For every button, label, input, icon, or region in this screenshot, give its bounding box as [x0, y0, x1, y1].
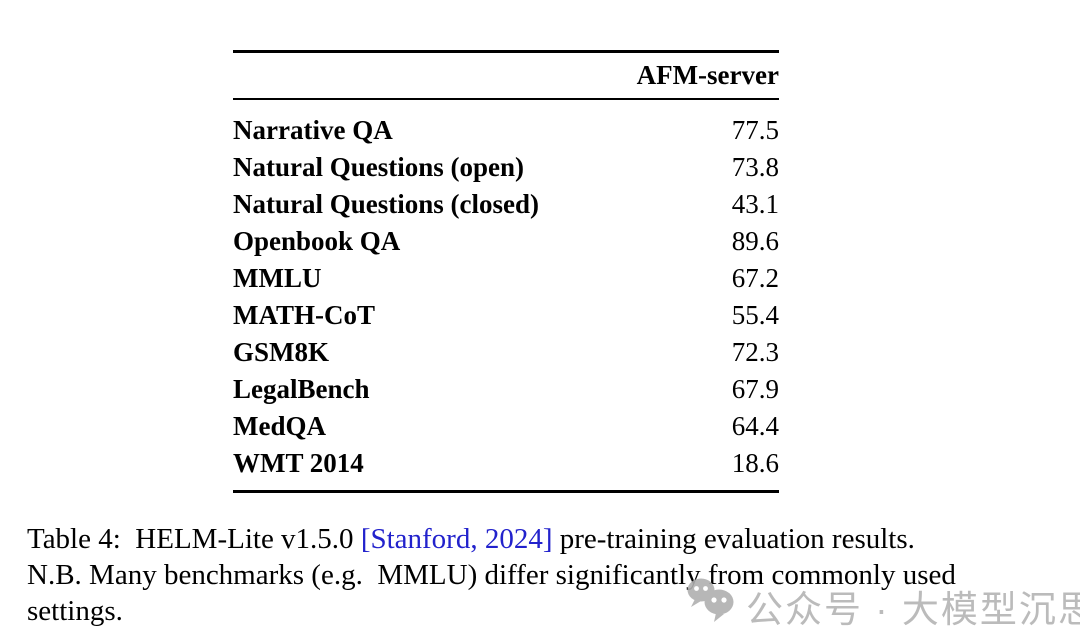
benchmark-name: Narrative QA — [233, 115, 393, 145]
caption-line-3: settings. — [27, 595, 123, 627]
benchmark-score: 43.1 — [731, 189, 779, 219]
benchmark-score: 18.6 — [731, 448, 779, 478]
caption-text-post: pre-training evaluation results. — [552, 523, 915, 555]
benchmark-name: Natural Questions (open) — [233, 152, 525, 182]
table-caption: Table 4: HELM-Lite v1.5.0 [Stanford, 202… — [27, 521, 1037, 629]
benchmark-score: 72.3 — [731, 337, 779, 367]
watermark-text: 公众号 · 大模型沉思录 — [746, 588, 1080, 630]
table-bottom-rule — [233, 490, 779, 493]
table-row: LegalBench 67.9 — [233, 371, 779, 408]
table-row: GSM8K 72.3 — [233, 334, 779, 371]
table-top-rule — [233, 50, 779, 53]
table-row: Natural Questions (closed) 43.1 — [233, 186, 779, 223]
benchmark-score: 77.5 — [731, 115, 779, 145]
wechat-icon — [686, 576, 736, 635]
benchmark-score: 67.9 — [731, 374, 779, 404]
table-mid-rule — [233, 98, 779, 100]
watermark: 公众号 · 大模型沉思录 — [686, 576, 1080, 635]
table-header-row: AFM-server — [233, 53, 779, 98]
table-row: Narrative QA 77.5 — [233, 112, 779, 149]
table-row: MATH-CoT 55.4 — [233, 297, 779, 334]
benchmark-name: MedQA — [233, 411, 326, 441]
benchmark-name: GSM8K — [233, 337, 330, 367]
benchmark-score: 89.6 — [731, 226, 779, 256]
benchmark-score: 64.4 — [731, 411, 779, 441]
benchmark-name: LegalBench — [233, 374, 370, 404]
table-row: MedQA 64.4 — [233, 408, 779, 445]
benchmark-score: 55.4 — [731, 300, 779, 330]
caption-line-1: Table 4: HELM-Lite v1.5.0 [Stanford, 202… — [27, 521, 1037, 557]
citation-link[interactable]: [Stanford, 2024] — [360, 523, 553, 555]
table-row: Openbook QA 89.6 — [233, 223, 779, 260]
table-row: WMT 2014 18.6 — [233, 445, 779, 482]
table-body: Narrative QA 77.5 Natural Questions (ope… — [233, 100, 779, 490]
benchmark-name: MATH-CoT — [233, 300, 375, 330]
benchmark-score: 67.2 — [731, 263, 779, 293]
results-table: AFM-server Narrative QA 77.5 Natural Que… — [233, 50, 779, 493]
caption-text-pre: Table 4: HELM-Lite v1.5.0 — [27, 523, 361, 555]
column-header-afm-server: AFM-server — [636, 60, 779, 90]
benchmark-name: WMT 2014 — [233, 448, 364, 478]
benchmark-name: MMLU — [233, 263, 322, 293]
benchmark-score: 73.8 — [731, 152, 779, 182]
table-row: MMLU 67.2 — [233, 260, 779, 297]
benchmark-name: Natural Questions (closed) — [233, 189, 539, 219]
caption-line-2: N.B. Many benchmarks (e.g. MMLU) differ … — [27, 559, 956, 591]
benchmark-name: Openbook QA — [233, 226, 401, 256]
table-row: Natural Questions (open) 73.8 — [233, 149, 779, 186]
